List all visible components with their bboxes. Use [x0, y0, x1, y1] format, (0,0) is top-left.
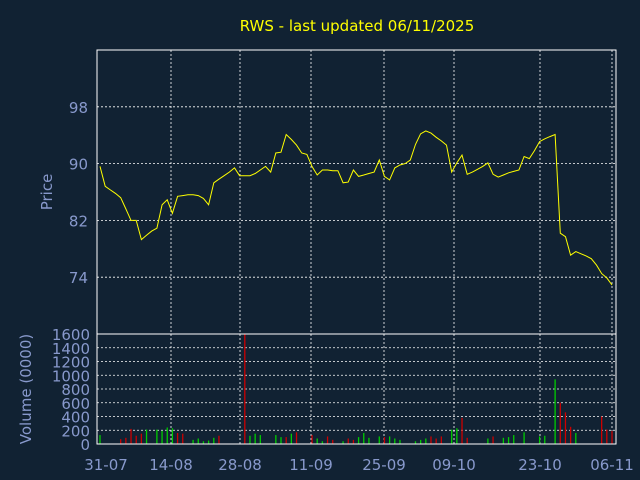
x-tick-label: 28-08: [218, 456, 262, 474]
price-tick-label: 98: [69, 99, 88, 117]
volume-tick-label: 1200: [52, 354, 90, 372]
volume-tick-label: 600: [61, 395, 90, 413]
volume-tick-label: 1000: [52, 367, 90, 385]
x-tick-label: 14-08: [149, 456, 193, 474]
price-panel: 74 82 90 98 Price: [38, 49, 617, 335]
price-y-ticks: 74 82 90 98: [69, 99, 88, 287]
volume-tick-label: 400: [61, 409, 90, 427]
volume-axis-label: Volume (0000): [17, 334, 35, 444]
price-series-line: [99, 130, 613, 286]
volume-bars: [99, 334, 613, 444]
x-tick-label: 31-07: [84, 456, 128, 474]
price-tick-label: 90: [69, 156, 88, 174]
volume-tick-label: 800: [61, 381, 90, 399]
chart-title: RWS - last updated 06/11/2025: [240, 17, 475, 35]
x-tick-label: 06-11: [590, 456, 634, 474]
x-tick-label: 11-09: [289, 456, 333, 474]
volume-tick-label: 1600: [52, 326, 90, 344]
price-grid: [97, 50, 616, 334]
x-tick-label: 25-09: [362, 456, 406, 474]
volume-tick-label: 200: [61, 422, 90, 440]
price-tick-label: 74: [69, 269, 88, 287]
price-tick-label: 82: [69, 212, 88, 230]
x-tick-label: 09-10: [432, 456, 476, 474]
volume-frame: [96, 333, 617, 445]
volume-grid: [97, 334, 616, 444]
volume-tick-label: 1400: [52, 340, 90, 358]
volume-tick-label: 0: [80, 436, 90, 454]
x-axis-ticks: 31-07 14-08 28-08 11-09 25-09 09-10 23-10 06-11: [84, 456, 634, 474]
price-axis-label: Price: [38, 174, 56, 211]
x-tick-label: 23-10: [518, 456, 562, 474]
